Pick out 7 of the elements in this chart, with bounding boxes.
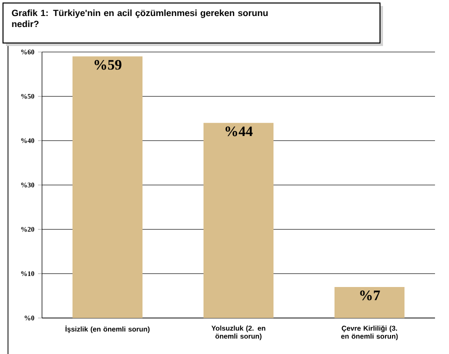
bar (204, 122, 274, 318)
chart-title: Grafik 1: Türkiye'nin en acil çözümlenmesi gereken sorunu nedir? (12, 10, 268, 28)
bar (334, 286, 405, 318)
data-label: %7 (360, 290, 380, 300)
data-label: %44 (226, 126, 253, 136)
data-label: %59 (94, 60, 122, 70)
bar (72, 56, 143, 318)
